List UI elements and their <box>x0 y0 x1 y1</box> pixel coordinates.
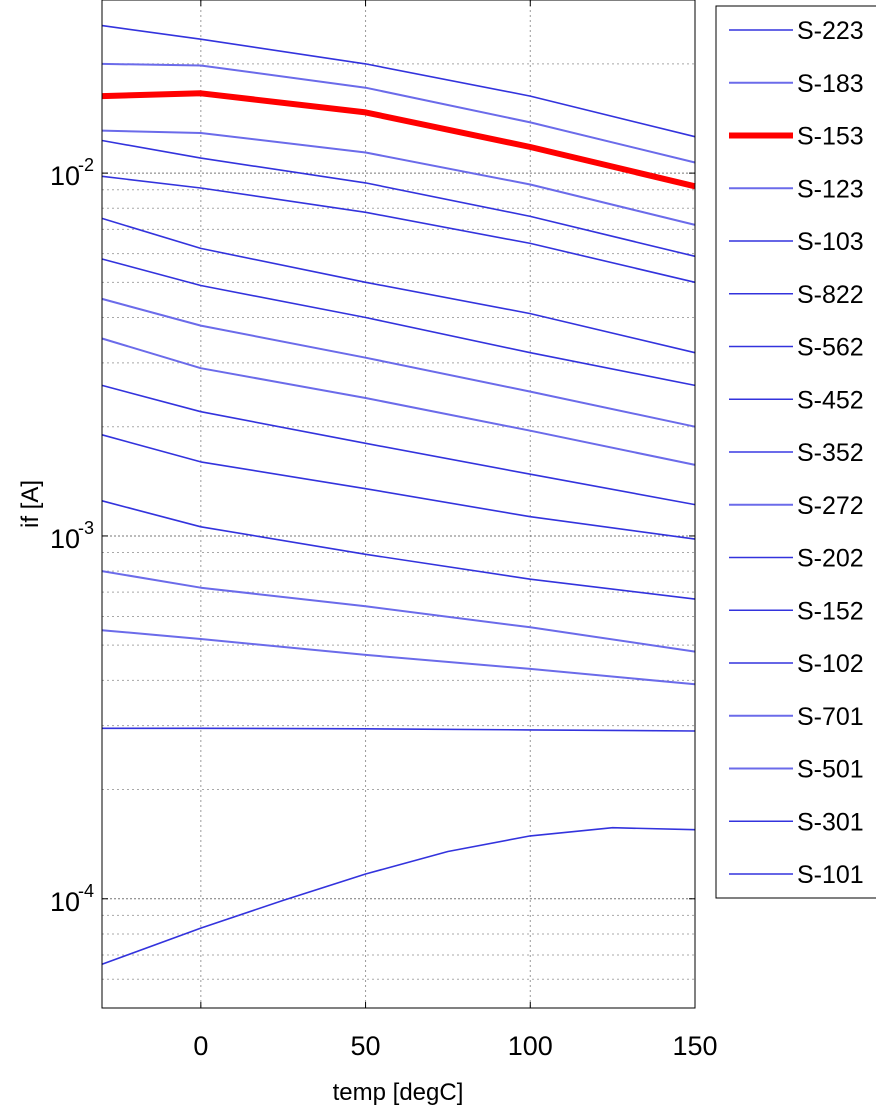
legend-label-s-822: S-822 <box>797 281 864 309</box>
series-line-s-352 <box>101 297 696 428</box>
legend-label-s-301: S-301 <box>797 808 864 836</box>
y-tick-label-base: 10 <box>50 887 80 917</box>
series-line-s-153 <box>101 90 696 190</box>
legend-label-s-501: S-501 <box>797 756 864 784</box>
x-axis-label: temp [degC] <box>333 1079 464 1106</box>
legend-label-s-272: S-272 <box>797 492 864 520</box>
legend-label-s-153: S-153 <box>797 123 864 151</box>
plot-frame <box>101 0 696 1009</box>
series-line-s-501 <box>101 629 696 686</box>
series-line-s-452 <box>101 258 696 387</box>
series-line-s-701 <box>101 570 696 653</box>
x-tick-label: 150 <box>672 1031 717 1061</box>
y-tick-label-exponent: -4 <box>78 881 94 901</box>
y-tick-label-base: 10 <box>50 524 80 554</box>
plot-background <box>102 0 695 1008</box>
y-axis-label: if [A] <box>17 480 44 528</box>
legend-label-s-101: S-101 <box>797 861 864 889</box>
legend: S-223 S-183 S-153 S-123 S-103 S-822 S-562 S-452… <box>715 5 876 899</box>
series-line-s-123 <box>101 129 696 226</box>
x-tick-label: 100 <box>508 1031 553 1061</box>
legend-label-s-103: S-103 <box>797 228 864 256</box>
series-line-s-152 <box>101 434 696 540</box>
series-line-s-102 <box>101 500 696 600</box>
legend-label-s-152: S-152 <box>797 597 864 625</box>
legend-label-s-202: S-202 <box>797 545 864 573</box>
series-line-s-202 <box>101 384 696 506</box>
legend-label-s-223: S-223 <box>797 17 864 45</box>
y-axis-ticks: 10-410-310-2 <box>50 155 695 917</box>
y-tick-label-exponent: -2 <box>78 155 94 175</box>
series-line-s-822 <box>101 175 696 284</box>
y-tick-label-base: 10 <box>50 161 80 191</box>
x-tick-label: 50 <box>351 1031 381 1061</box>
series-line-s-223 <box>101 24 696 138</box>
legend-label-s-352: S-352 <box>797 439 864 467</box>
legend-label-s-123: S-123 <box>797 175 864 203</box>
legend-label-s-701: S-701 <box>797 703 864 731</box>
series-line-s-183 <box>101 62 696 164</box>
series-line-s-272 <box>101 337 696 466</box>
series-line-s-101 <box>101 826 696 966</box>
x-tick-label: 0 <box>193 1031 208 1061</box>
series-line-s-103 <box>101 139 696 258</box>
x-axis-ticks: 0 50 100 150 <box>193 0 718 1061</box>
legend-label-s-183: S-183 <box>797 70 864 98</box>
legend-label-s-562: S-562 <box>797 334 864 362</box>
legend-label-s-452: S-452 <box>797 386 864 414</box>
series-line-s-562 <box>101 217 696 354</box>
series-group <box>101 24 696 966</box>
series-line-s-301 <box>102 727 696 732</box>
y-tick-label-exponent: -3 <box>78 518 94 538</box>
legend-label-s-102: S-102 <box>797 650 864 678</box>
